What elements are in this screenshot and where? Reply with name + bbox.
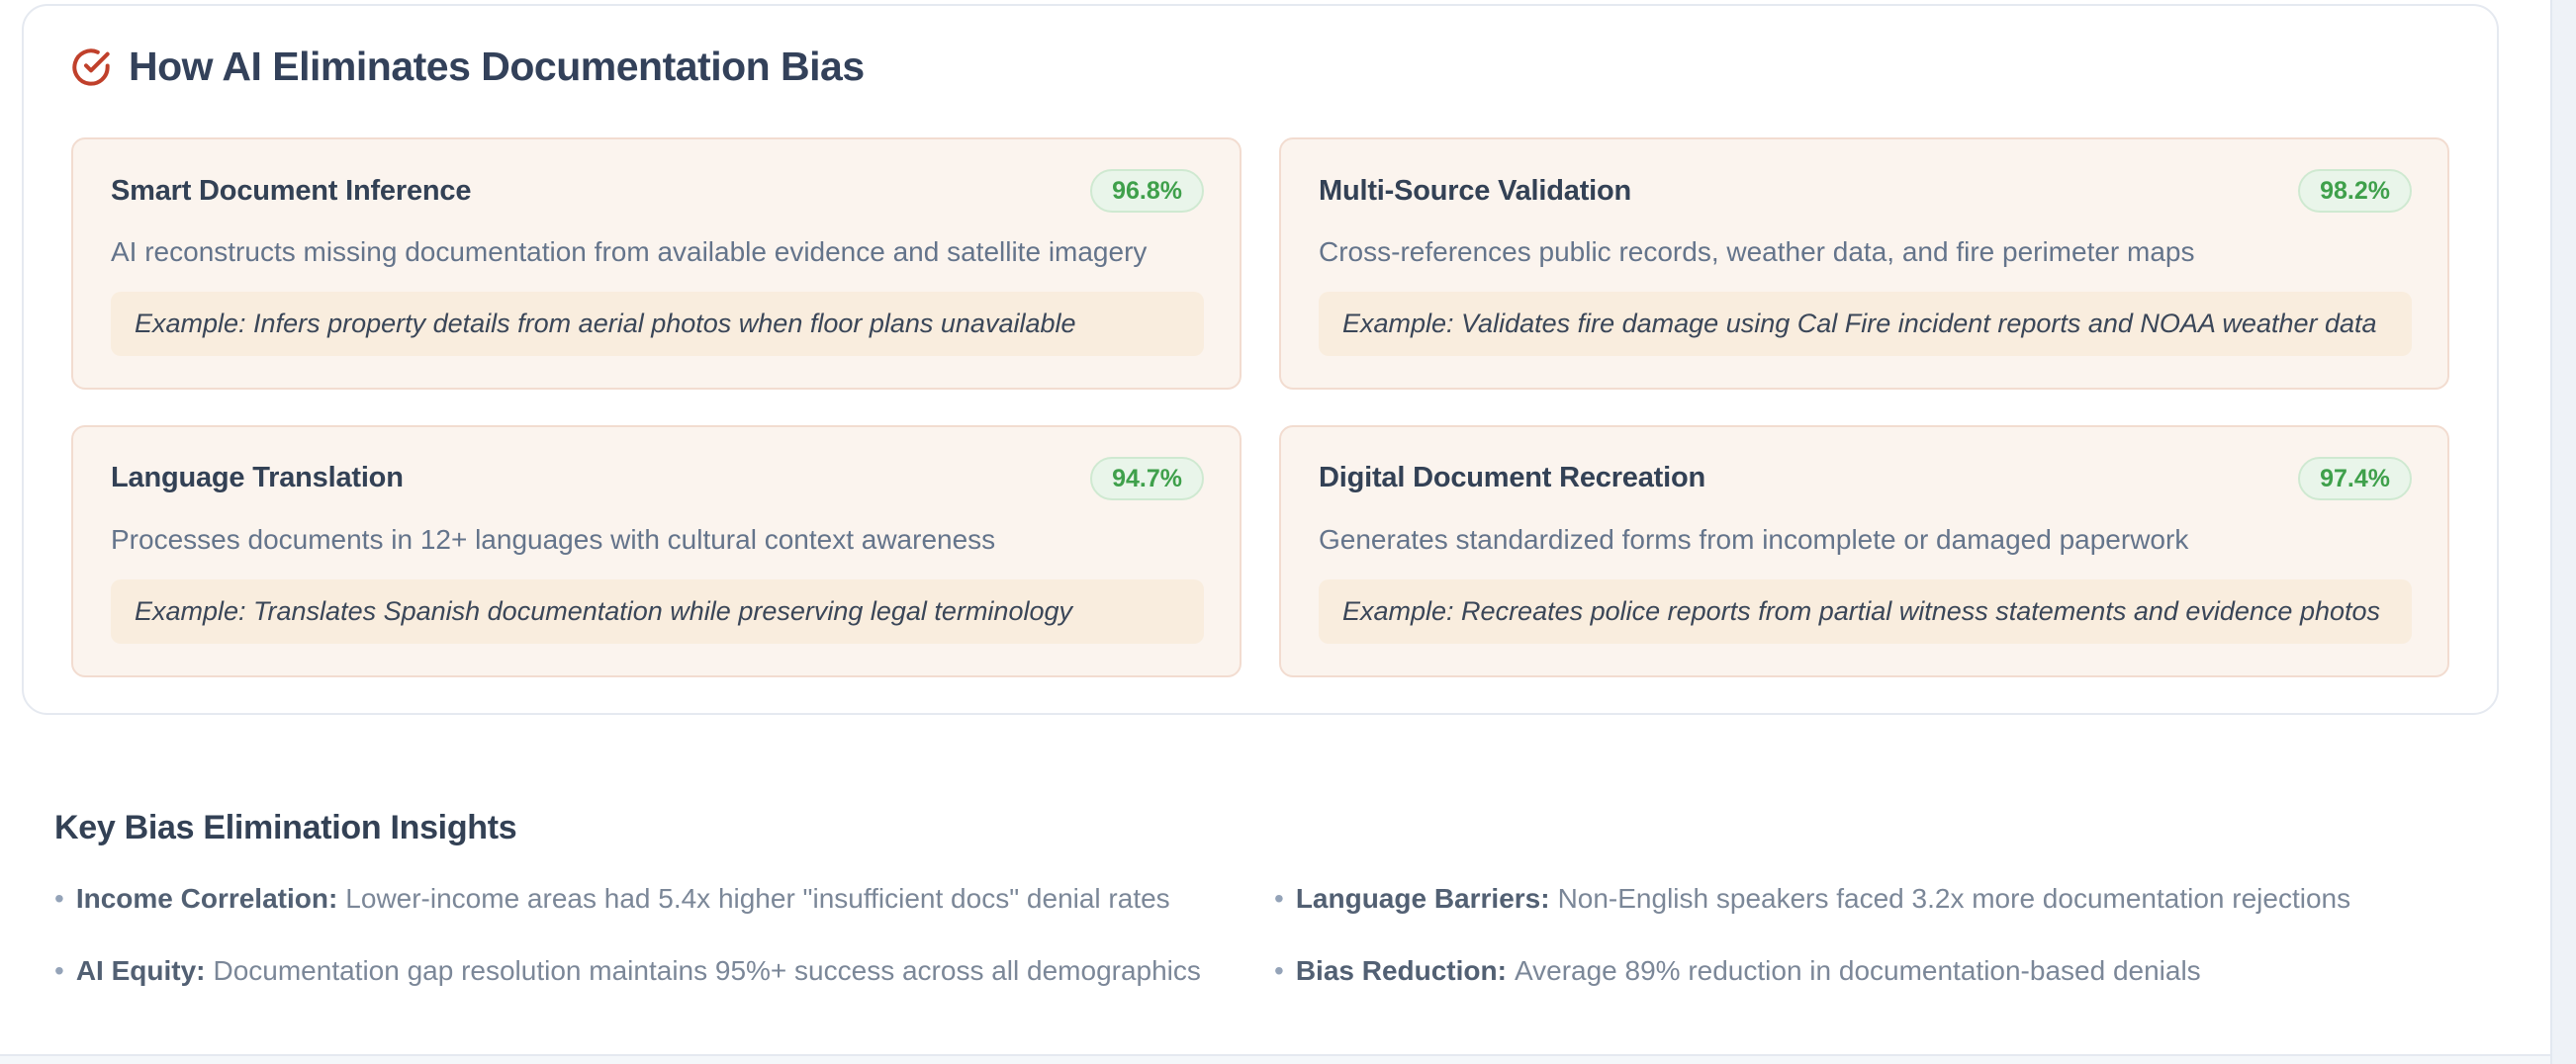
insight-label: Bias Reduction: xyxy=(1295,954,1507,986)
panel-header: How AI Eliminates Documentation Bias xyxy=(71,44,2449,90)
card-header: Smart Document Inference 96.8% xyxy=(111,169,1204,213)
bullet-dot: • xyxy=(1274,883,1284,914)
card-example: Example: Translates Spanish documentatio… xyxy=(111,579,1204,644)
insights-grid: • Income Correlation: Lower-income areas h… xyxy=(54,879,2493,991)
method-cards-grid: Smart Document Inference 96.8% AI recons… xyxy=(71,137,2449,677)
page-bottom-edge xyxy=(0,1054,2550,1064)
accuracy-badge: 94.7% xyxy=(1090,456,1204,500)
insight-text: Average 89% reduction in documentation-b… xyxy=(1514,954,2201,986)
check-circle-icon xyxy=(72,47,110,86)
card-smart-document-inference: Smart Document Inference 96.8% AI recons… xyxy=(71,137,1242,390)
card-header: Digital Document Recreation 97.4% xyxy=(1319,456,2412,500)
accuracy-badge: 98.2% xyxy=(2298,169,2412,213)
bullet-dot: • xyxy=(1274,954,1284,986)
card-multi-source-validation: Multi-Source Validation 98.2% Cross-refe… xyxy=(1279,137,2449,390)
insight-text: Non-English speakers faced 3.2x more doc… xyxy=(1557,883,2351,914)
insight-income-correlation: • Income Correlation: Lower-income areas h… xyxy=(54,879,1274,920)
insight-text: Lower-income areas had 5.4x higher "insu… xyxy=(345,883,1170,914)
insight-bias-reduction: • Bias Reduction: Average 89% reduction in… xyxy=(1274,951,2493,992)
card-example: Example: Infers property details from ae… xyxy=(111,292,1204,356)
card-title: Language Translation xyxy=(111,462,404,494)
card-title: Multi-Source Validation xyxy=(1319,174,1632,207)
card-language-translation: Language Translation 94.7% Processes doc… xyxy=(71,424,1242,677)
insight-text: Documentation gap resolution maintains 9… xyxy=(213,954,1201,986)
key-insights-section: Key Bias Elimination Insights • Income Co… xyxy=(54,809,2493,991)
card-description: Generates standardized forms from incomp… xyxy=(1319,523,2189,555)
card-example: Example: Recreates police reports from p… xyxy=(1319,579,2412,644)
card-title: Digital Document Recreation xyxy=(1319,462,1705,494)
card-title: Smart Document Inference xyxy=(111,174,472,207)
panel-title: How AI Eliminates Documentation Bias xyxy=(129,44,865,89)
accuracy-badge: 97.4% xyxy=(2298,456,2412,500)
insights-title: Key Bias Elimination Insights xyxy=(54,809,517,846)
insight-label: AI Equity: xyxy=(75,954,206,986)
insight-label: Language Barriers: xyxy=(1295,883,1550,914)
card-description: Cross-references public records, weather… xyxy=(1319,236,2195,267)
card-description: Processes documents in 12+ languages wit… xyxy=(111,523,996,555)
card-digital-document-recreation: Digital Document Recreation 97.4% Genera… xyxy=(1279,424,2449,677)
insight-label: Income Correlation: xyxy=(75,883,338,914)
bullet-dot: • xyxy=(54,883,64,914)
card-header: Multi-Source Validation 98.2% xyxy=(1319,169,2412,213)
insight-language-barriers: • Language Barriers: Non-English speakers … xyxy=(1274,879,2493,920)
insight-ai-equity: • AI Equity: Documentation gap resolution … xyxy=(54,951,1274,992)
documentation-bias-panel: How AI Eliminates Documentation Bias Sma… xyxy=(22,4,2499,715)
page-right-edge xyxy=(2550,0,2576,1064)
card-header: Language Translation 94.7% xyxy=(111,456,1204,500)
card-example: Example: Validates fire damage using Cal… xyxy=(1319,292,2412,356)
accuracy-badge: 96.8% xyxy=(1090,169,1204,213)
bullet-dot: • xyxy=(54,954,64,986)
card-description: AI reconstructs missing documentation fr… xyxy=(111,236,1148,267)
